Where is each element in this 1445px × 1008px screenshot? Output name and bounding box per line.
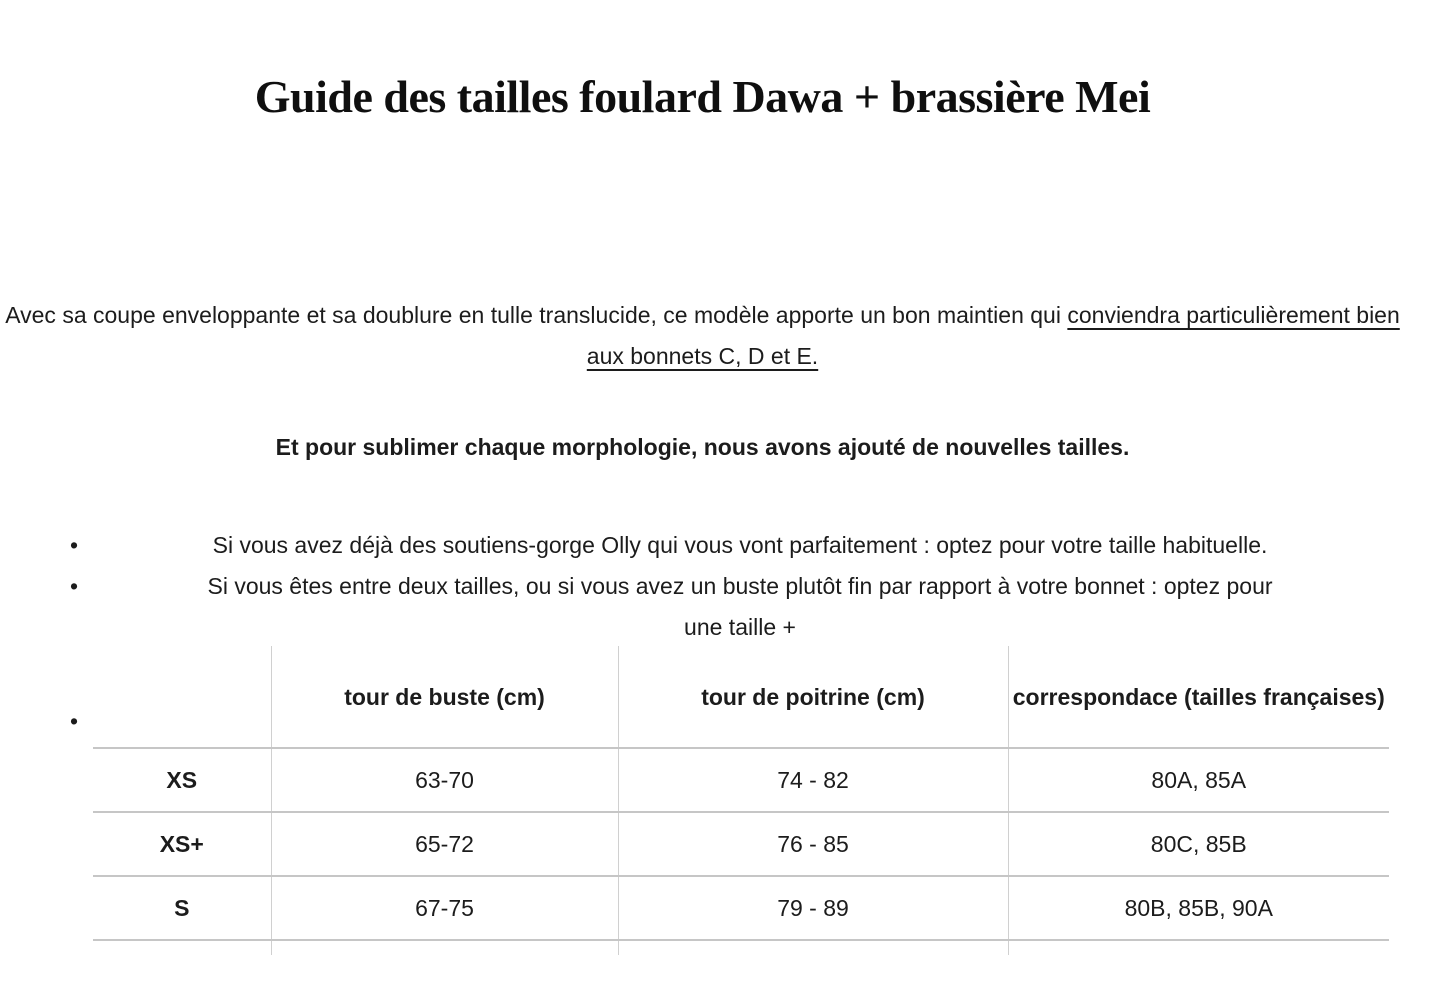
table-row-xs: XS 63-70 74 - 82 80A, 85A — [93, 748, 1389, 812]
size-cell: S — [174, 894, 190, 921]
poitrine-cell: 79 - 89 — [617, 876, 1008, 940]
bullet-text-2: Si vous êtes entre deux tailles, ou si v… — [207, 573, 1273, 599]
column-header-buste: tour de buste (cm) — [270, 646, 618, 748]
statement-text: Et pour sublimer chaque morphologie, nou… — [275, 434, 1130, 460]
partial-cell — [617, 940, 1008, 955]
table-row-partial — [93, 940, 1389, 955]
bullet-item-2: • Si vous êtes entre deux tailles, ou si… — [70, 566, 1384, 648]
correspondance-cell: 80A, 85A — [1007, 748, 1389, 812]
partial-cell — [1007, 940, 1389, 955]
buste-cell: 65-72 — [270, 812, 618, 876]
column-header-correspondance: correspondace (tailles françaises) — [1007, 646, 1389, 748]
table-row-s: S 67-75 79 - 89 80B, 85B, 90A — [93, 876, 1389, 940]
column-header-size — [93, 646, 271, 748]
poitrine-cell: 74 - 82 — [617, 748, 1008, 812]
partial-cell — [93, 940, 271, 955]
bullet-item-1: • Si vous avez déjà des soutiens-gorge O… — [70, 525, 1384, 566]
size-cell: XS — [166, 766, 198, 793]
bullet-icon: • — [70, 708, 79, 734]
buste-cell: 67-75 — [270, 876, 618, 940]
bullet-icon: • — [70, 532, 79, 558]
page-title: Guide des tailles foulard Dawa + brassiè… — [254, 71, 1151, 122]
intro-text: Avec sa coupe enveloppante et sa doublur… — [5, 302, 1068, 328]
bullet-text-2-continuation: une taille + — [684, 614, 796, 640]
intro-underlined-link[interactable]: conviendra particulièrement bien aux bon… — [586, 302, 1400, 369]
partial-cell — [270, 940, 618, 955]
correspondance-cell: 80C, 85B — [1007, 812, 1389, 876]
bullet-text-1: Si vous avez déjà des soutiens-gorge Oll… — [212, 532, 1268, 558]
column-header-poitrine: tour de poitrine (cm) — [617, 646, 1008, 748]
size-table-section: • tour de buste (cm) tour de poitrine (c… — [70, 646, 1445, 955]
bullet-icon: • — [70, 573, 79, 599]
buste-cell: 63-70 — [270, 748, 618, 812]
size-cell: XS+ — [159, 830, 204, 857]
bullet-list: • Si vous avez déjà des soutiens-gorge O… — [0, 525, 1445, 648]
table-header-row: tour de buste (cm) tour de poitrine (cm)… — [93, 646, 1389, 748]
correspondance-cell: 80B, 85B, 90A — [1007, 876, 1389, 940]
intro-paragraph: Avec sa coupe enveloppante et sa doublur… — [0, 295, 1405, 377]
size-table: tour de buste (cm) tour de poitrine (cm)… — [93, 646, 1389, 955]
table-row-xs-plus: XS+ 65-72 76 - 85 80C, 85B — [93, 812, 1389, 876]
poitrine-cell: 76 - 85 — [617, 812, 1008, 876]
